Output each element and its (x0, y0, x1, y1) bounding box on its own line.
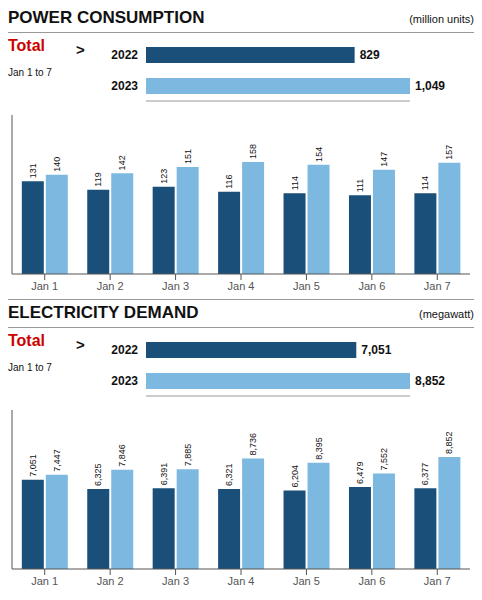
svg-text:Jan 1: Jan 1 (31, 575, 58, 587)
html-text:Total: Total (8, 37, 45, 54)
svg-text:Jan 2: Jan 2 (97, 280, 124, 292)
svg-text:142: 142 (117, 155, 127, 170)
svg-text:Jan 7: Jan 7 (424, 280, 451, 292)
svg-text:Jan 5: Jan 5 (293, 575, 320, 587)
svg-text:7,051: 7,051 (28, 454, 38, 477)
svg-text:154: 154 (314, 147, 324, 162)
svg-text:8,736: 8,736 (248, 433, 258, 456)
svg-text:6,325: 6,325 (93, 463, 103, 486)
svg-text:6,377: 6,377 (420, 463, 430, 486)
svg-text:7,885: 7,885 (183, 444, 193, 467)
svg-text:7,552: 7,552 (379, 448, 389, 471)
svg-text:2022: 2022 (111, 48, 138, 62)
svg-text:6,321: 6,321 (224, 464, 234, 487)
svg-text:7,051: 7,051 (361, 343, 391, 357)
svg-text:157: 157 (444, 145, 454, 160)
svg-text:6,479: 6,479 (355, 462, 365, 485)
svg-text:Jan 6: Jan 6 (358, 280, 385, 292)
svg-text:8,852: 8,852 (444, 431, 454, 454)
svg-text:123: 123 (159, 169, 169, 184)
svg-text:111: 111 (355, 179, 365, 193)
svg-text:2023: 2023 (111, 374, 138, 388)
svg-text:2023: 2023 (111, 79, 138, 93)
html-text:POWER CONSUMPTION: POWER CONSUMPTION (8, 8, 205, 27)
svg-text:114: 114 (290, 176, 300, 190)
html-text:Jan 1 to 7: Jan 1 to 7 (8, 67, 52, 78)
svg-text:6,391: 6,391 (159, 463, 169, 486)
svg-text:8,852: 8,852 (415, 374, 445, 388)
html-text:ELECTRICITY DEMAND: ELECTRICITY DEMAND (8, 303, 199, 322)
svg-text:Jan 1: Jan 1 (31, 280, 58, 292)
svg-text:1,049: 1,049 (415, 79, 445, 93)
html-text:Jan 1 to 7: Jan 1 to 7 (8, 362, 52, 373)
svg-text:8,395: 8,395 (314, 437, 324, 460)
svg-text:7,846: 7,846 (117, 444, 127, 467)
svg-text:147: 147 (379, 152, 389, 167)
svg-text:Jan 4: Jan 4 (228, 280, 255, 292)
html-text:(million units): (million units) (409, 13, 474, 25)
svg-text:Jan 6: Jan 6 (358, 575, 385, 587)
svg-text:119: 119 (93, 172, 103, 186)
html-text:Total: Total (8, 332, 45, 349)
svg-text:Jan 2: Jan 2 (97, 575, 124, 587)
html-text:(megawatt): (megawatt) (419, 308, 474, 320)
svg-text:Jan 3: Jan 3 (162, 575, 189, 587)
svg-text:151: 151 (183, 149, 193, 164)
svg-text:Jan 4: Jan 4 (228, 575, 255, 587)
svg-text:829: 829 (360, 48, 380, 62)
svg-text:116: 116 (224, 174, 234, 188)
svg-text:Jan 5: Jan 5 (293, 280, 320, 292)
svg-text:6,204: 6,204 (290, 465, 300, 488)
svg-text:7,447: 7,447 (52, 449, 62, 472)
svg-text:2022: 2022 (111, 343, 138, 357)
svg-text:140: 140 (52, 157, 62, 172)
svg-text:Jan 7: Jan 7 (424, 575, 451, 587)
svg-text:158: 158 (248, 144, 258, 159)
svg-text:Jan 3: Jan 3 (162, 280, 189, 292)
svg-text:114: 114 (420, 176, 430, 190)
svg-text:131: 131 (28, 163, 38, 178)
